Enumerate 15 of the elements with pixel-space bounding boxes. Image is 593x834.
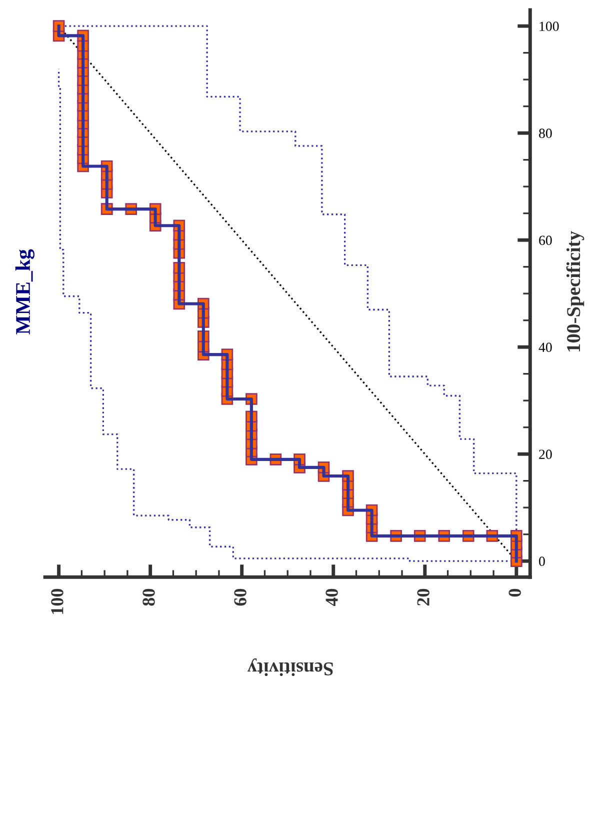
x-tick-label: 60 bbox=[234, 588, 246, 606]
text: MME_kg bbox=[15, 249, 34, 334]
y-tick-label: 20 bbox=[539, 450, 552, 460]
x-tick-label: 80 bbox=[142, 588, 155, 606]
y-tick-label: 60 bbox=[539, 236, 552, 246]
y-tick-label: 0 bbox=[539, 556, 545, 566]
y-tick-label: 40 bbox=[538, 342, 552, 352]
x-tick-label: 20 bbox=[417, 588, 430, 606]
y-tick-label: 80 bbox=[539, 128, 552, 138]
x-tick-label: 0 bbox=[508, 588, 521, 597]
x-tick-label: 40 bbox=[326, 588, 338, 606]
x-axis-title: Sensitivity bbox=[248, 658, 333, 676]
x-tick-label: 100 bbox=[51, 588, 64, 614]
y-tick-label: 100 bbox=[540, 22, 559, 32]
y-axis-title: 100-Specificity bbox=[566, 231, 584, 352]
